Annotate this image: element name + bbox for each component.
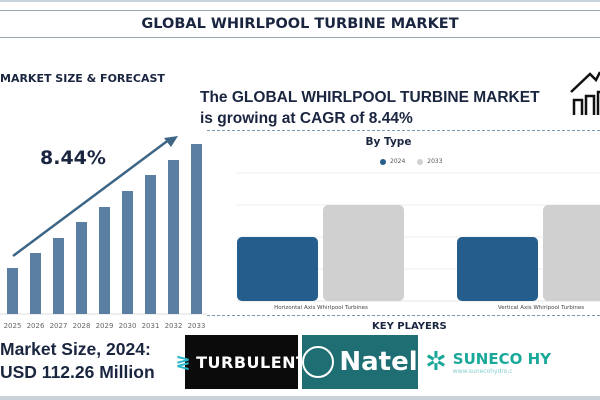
bar-2024 [457,237,538,301]
key-players-title: KEY PLAYERS [372,321,447,332]
bar-2031 [145,175,156,314]
chart-legend: 2024 2033 [380,158,443,165]
bar-2030 [122,191,133,314]
divider [207,315,600,316]
trend-arrow-head [164,136,178,147]
legend-item-2024: 2024 [380,158,405,165]
headline-line1: The GLOBAL WHIRLPOOL TURBINE MARKET [200,89,540,106]
bar-2025 [7,268,18,314]
bar-2033 [543,205,600,301]
tick-label: 2025 [4,322,22,330]
chart-title: By Type [365,136,412,148]
bar-2026 [30,253,41,314]
category-label: Vertical Axis Whirlpool Turbines [498,305,584,311]
tick-label: 2026 [27,322,45,330]
tick-label: 2032 [165,322,183,330]
market-size-label: Market Size, 2024: [0,339,151,359]
cagr-value: 8.44% [40,147,106,169]
turbulent-mark-icon: ≷ [175,351,192,373]
tick-label: 2027 [50,322,68,330]
category-label: Horizontal Axis Whirlpool Turbines [274,305,368,311]
natel-globe-icon [302,346,335,378]
headline: The GLOBAL WHIRLPOOL TURBINE MARKET is g… [200,87,540,129]
market-size-value: USD 112.26 Million [0,362,155,382]
suneco-pinwheel-icon: ✲ [425,347,447,377]
logo-natel: Natel [302,335,418,389]
tick-label: 2030 [119,322,137,330]
page-title: GLOBAL WHIRLPOOL TURBINE MARKET [0,10,600,38]
tick-label: 2033 [188,322,206,330]
tick-label: 2028 [73,322,91,330]
bar-2024 [237,237,318,301]
bar-2033 [191,144,202,314]
bar-2029 [99,207,110,314]
logo-turbulent: ≷ TURBULENT [176,335,307,389]
legend-item-2033: 2033 [417,158,443,165]
bar-2028 [76,222,87,314]
bar-2027 [53,238,64,314]
trend-arrow [12,137,171,258]
top-border [0,0,600,2]
tick-label: 2029 [96,322,114,330]
market-size: Market Size, 2024: USD 112.26 Million [0,338,182,384]
tick-label: 2031 [142,322,160,330]
logo-suneco: ✲ SUNECO HY www.sunecohydro.c [425,347,551,377]
headline-line2: is growing at CAGR of 8.44% [200,110,413,127]
section-title: MARKET SIZE & FORECAST [0,72,165,85]
bar-2032 [168,160,179,314]
bar-2033 [323,205,404,301]
divider [207,130,600,131]
bottom-border [0,396,600,400]
